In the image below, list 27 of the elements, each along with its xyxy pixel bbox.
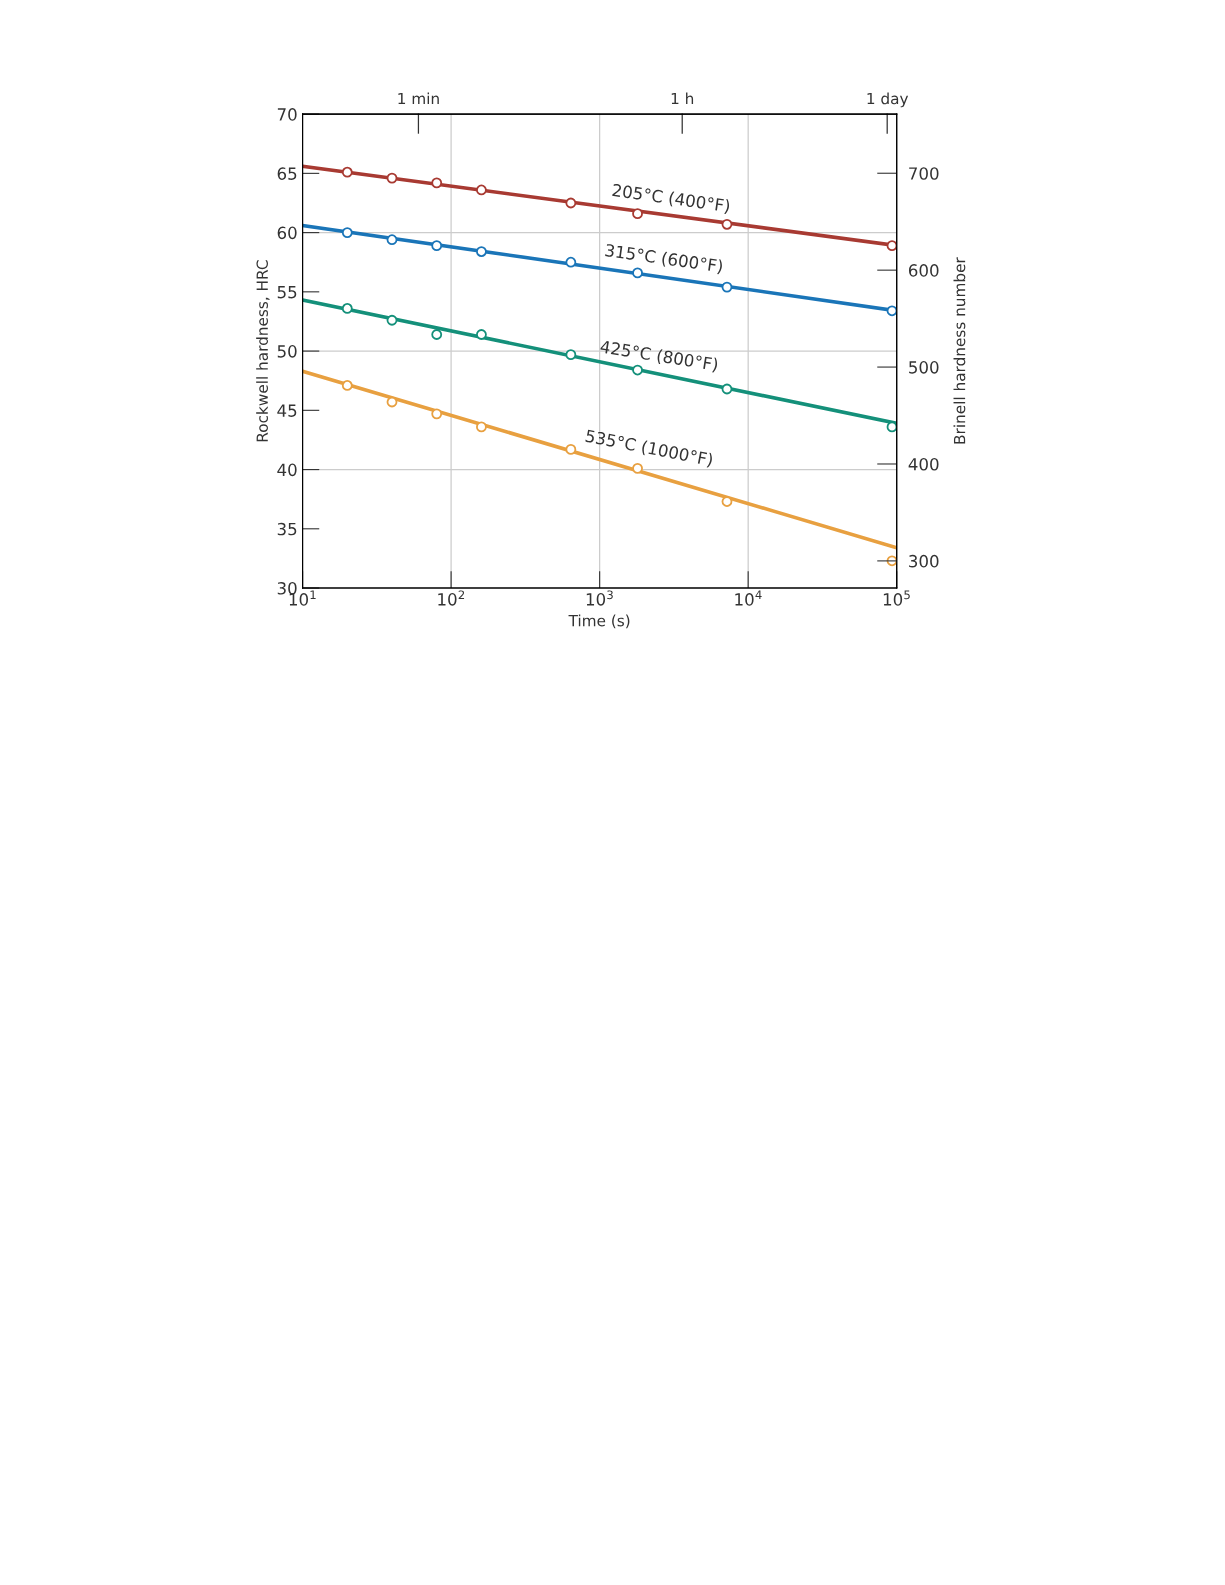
x-tick-label: 10$^{3}$ bbox=[586, 590, 613, 606]
y2-tick-label: 300 bbox=[909, 554, 939, 568]
y-tick-label: 65 bbox=[277, 167, 297, 180]
y2-tick-label: 500 bbox=[909, 361, 939, 374]
x-tick-label: 10$^{2}$ bbox=[438, 590, 465, 606]
text: 1 min bbox=[398, 92, 439, 105]
y-tick-label: 45 bbox=[277, 404, 297, 417]
y2-tick-label: 700 bbox=[909, 167, 939, 180]
text: 1 day bbox=[867, 92, 909, 108]
annotation: 315°C (600°F) bbox=[604, 243, 723, 275]
y-tick-label: 40 bbox=[277, 463, 297, 477]
x-tick-label: 10$^{4}$ bbox=[735, 590, 762, 606]
annotation: 205°C (400°F) bbox=[611, 183, 730, 215]
x-axis-title: Time (s) bbox=[568, 614, 630, 629]
y2-tick-label: 400 bbox=[908, 457, 939, 471]
annotation: 425°C (800°F) bbox=[599, 339, 719, 373]
annotation: 535°C (1000°F) bbox=[584, 429, 714, 469]
y-tick-label: 35 bbox=[277, 522, 297, 536]
y-axis-title: Rockwell hardness, HRC bbox=[256, 260, 270, 442]
y-tick-label: 55 bbox=[277, 286, 297, 299]
y-tick-label: 70 bbox=[277, 108, 297, 121]
y-tick-label: 50 bbox=[277, 345, 297, 358]
text: 1 h bbox=[671, 92, 694, 105]
y2-tick-label: 600 bbox=[908, 264, 939, 277]
y-tick-label: 60 bbox=[277, 226, 297, 240]
x-tick-label: 10$^{5}$ bbox=[883, 590, 910, 606]
y2-axis-title: Brinell hardness number bbox=[953, 257, 966, 444]
